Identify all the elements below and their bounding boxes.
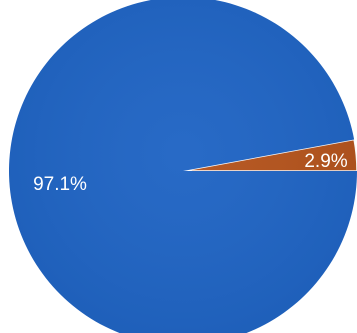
slice-label-minor: 2.9% (304, 151, 347, 172)
pie-labels: 97.1% 2.9% (33, 151, 348, 195)
slice-label-major: 97.1% (33, 174, 87, 195)
